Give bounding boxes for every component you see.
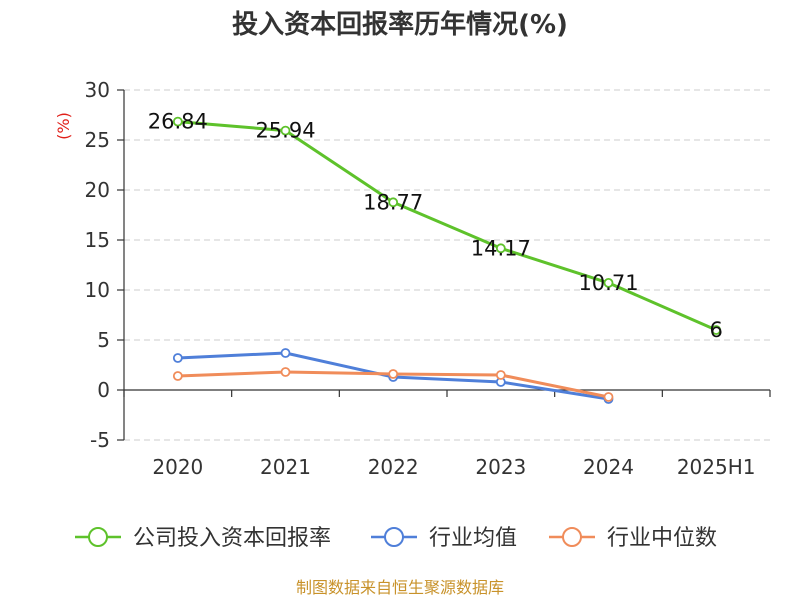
series-3-point	[280, 367, 291, 377]
axes	[117, 89, 771, 441]
legend: 公司投入资本回报率 行业均值 行业中位数	[75, 526, 717, 551]
series-1-point	[495, 243, 506, 254]
legend-label: 行业均值	[429, 526, 517, 551]
legend-swatch-marker	[562, 527, 582, 547]
x-tick-label: 2024	[583, 455, 634, 479]
y-tick-label: 5	[97, 328, 110, 352]
x-tick-label: 2025H1	[677, 455, 756, 479]
series-3-point	[172, 371, 183, 381]
chart-title: 投入资本回报率历年情况(%)	[232, 9, 568, 40]
series-1-line	[176, 120, 718, 332]
data-label: 18.77	[363, 190, 423, 214]
y-tick-label: 10	[85, 278, 110, 302]
legend-label: 行业中位数	[607, 526, 717, 551]
data-label: 26.84	[148, 110, 208, 134]
series-2-point	[172, 353, 183, 363]
x-tick-label: 2021	[260, 455, 311, 479]
y-tick-label: 25	[85, 128, 110, 152]
y-tick-label: 0	[97, 378, 110, 402]
y-tick-labels: -5 0 5 10 15 20 25 30	[85, 78, 110, 452]
series-layer	[172, 116, 722, 404]
series-1-point	[388, 197, 399, 208]
x-tick-label: 2022	[368, 455, 419, 479]
source-note: 制图数据来自恒生聚源数据库	[296, 578, 504, 597]
legend-item: 行业中位数	[549, 526, 717, 551]
data-label: 6	[709, 318, 722, 342]
x-tick-label: 2023	[475, 455, 526, 479]
y-tick-label: 30	[85, 78, 110, 102]
legend-item: 公司投入资本回报率	[75, 526, 331, 551]
x-tick-labels: 2020 2021 2022 2023 2024 2025H1	[152, 455, 755, 479]
data-label: 14.17	[471, 236, 531, 260]
data-label: 25.94	[255, 119, 315, 143]
series-3-point	[388, 369, 399, 379]
y-tick-label: -5	[90, 428, 110, 452]
series-1-point	[711, 325, 722, 335]
legend-label: 公司投入资本回报率	[133, 526, 331, 551]
legend-swatch-marker	[384, 527, 404, 547]
legend-item: 行业均值	[371, 526, 517, 551]
legend-swatch-marker	[88, 527, 108, 547]
series-1-point	[172, 116, 183, 127]
series-3-point	[603, 392, 614, 402]
y-tick-label: 15	[85, 228, 110, 252]
y-tick-label: 20	[85, 178, 110, 202]
x-tick-label: 2020	[152, 455, 203, 479]
series-3-point	[495, 370, 506, 380]
series-2-point	[280, 348, 291, 358]
grid-lines	[124, 89, 770, 441]
data-label: 10.71	[578, 271, 638, 295]
y-axis-unit: (%)	[54, 112, 73, 140]
series-1-point	[280, 125, 291, 136]
data-labels: 26.84 25.94 18.77 14.17 10.71 6	[148, 110, 723, 342]
series-1-point	[603, 277, 614, 288]
